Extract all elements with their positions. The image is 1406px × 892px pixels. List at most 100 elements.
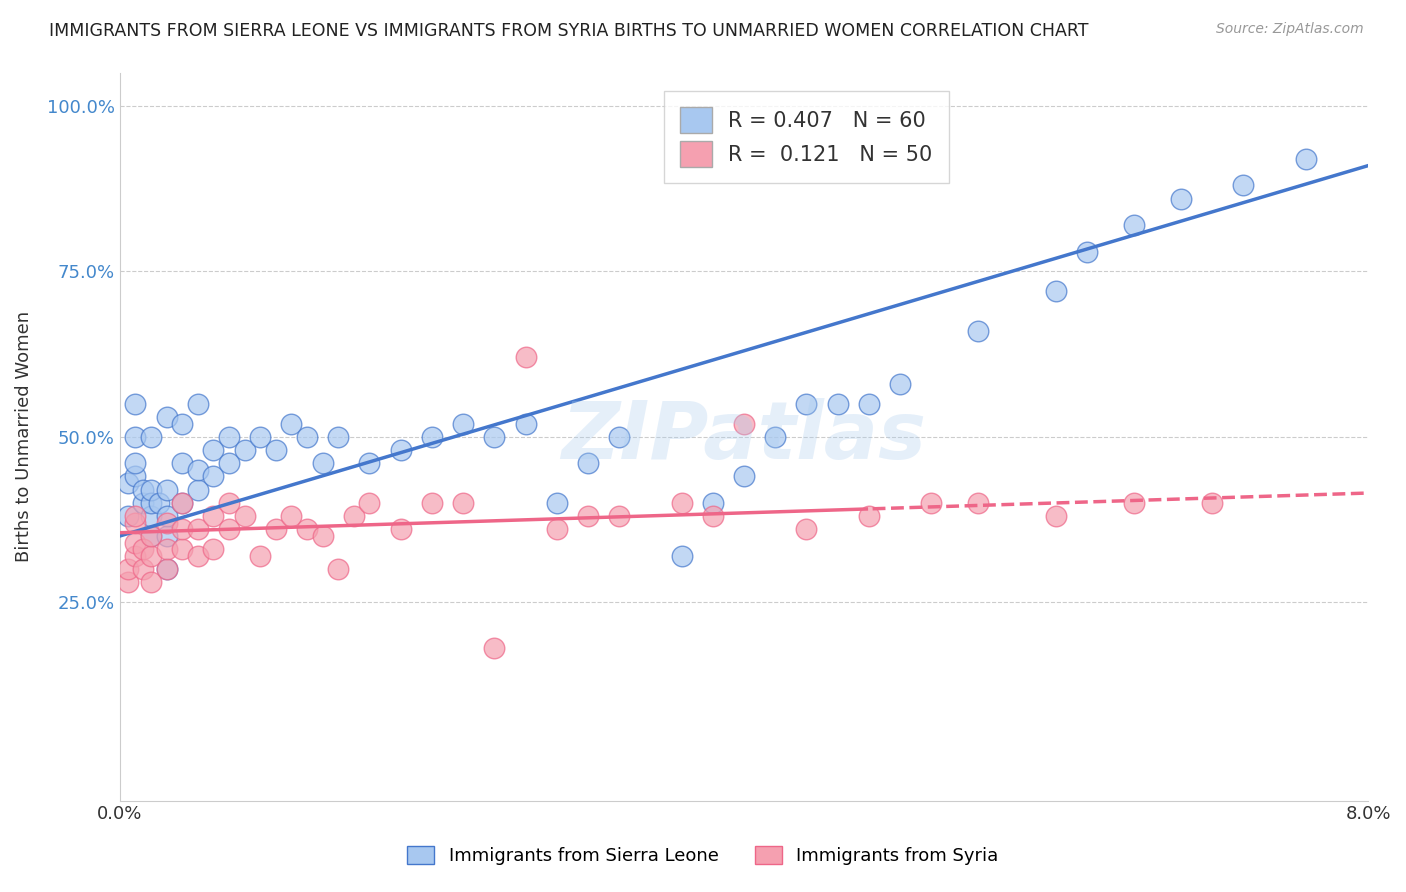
Point: [1232, 178, 1254, 193]
Point: [359, 456, 381, 470]
Point: [343, 509, 366, 524]
Point: [1170, 192, 1192, 206]
Point: [132, 562, 155, 576]
Point: [889, 376, 911, 391]
Text: Source: ZipAtlas.com: Source: ZipAtlas.com: [1216, 22, 1364, 37]
Point: [187, 549, 209, 563]
Point: [389, 523, 412, 537]
Y-axis label: Births to Unmarried Women: Births to Unmarried Women: [15, 311, 32, 562]
Point: [172, 456, 194, 470]
Point: [233, 443, 256, 458]
Point: [576, 509, 599, 524]
Point: [187, 463, 209, 477]
Point: [1201, 496, 1223, 510]
Point: [763, 430, 786, 444]
Text: IMMIGRANTS FROM SIERRA LEONE VS IMMIGRANTS FROM SYRIA BIRTHS TO UNMARRIED WOMEN : IMMIGRANTS FROM SIERRA LEONE VS IMMIGRAN…: [49, 22, 1088, 40]
Point: [117, 476, 139, 491]
Point: [117, 562, 139, 576]
Point: [920, 496, 942, 510]
Point: [172, 496, 194, 510]
Point: [1045, 509, 1067, 524]
Point: [155, 542, 177, 557]
Point: [546, 523, 568, 537]
Point: [139, 575, 162, 590]
Point: [515, 417, 537, 431]
Point: [451, 496, 474, 510]
Point: [264, 443, 287, 458]
Point: [187, 523, 209, 537]
Point: [218, 496, 240, 510]
Point: [311, 456, 333, 470]
Point: [124, 469, 146, 483]
Point: [1076, 244, 1098, 259]
Legend: Immigrants from Sierra Leone, Immigrants from Syria: Immigrants from Sierra Leone, Immigrants…: [398, 837, 1008, 874]
Point: [1045, 285, 1067, 299]
Point: [359, 496, 381, 510]
Point: [172, 542, 194, 557]
Point: [671, 496, 693, 510]
Point: [124, 509, 146, 524]
Point: [858, 509, 880, 524]
Point: [155, 409, 177, 424]
Point: [1123, 218, 1146, 232]
Point: [967, 496, 990, 510]
Point: [124, 430, 146, 444]
Point: [155, 562, 177, 576]
Point: [1123, 496, 1146, 510]
Point: [132, 483, 155, 497]
Point: [264, 523, 287, 537]
Point: [389, 443, 412, 458]
Point: [139, 496, 162, 510]
Point: [139, 430, 162, 444]
Point: [124, 397, 146, 411]
Point: [484, 430, 506, 444]
Point: [155, 529, 177, 543]
Point: [155, 562, 177, 576]
Point: [124, 535, 146, 549]
Point: [117, 575, 139, 590]
Point: [607, 509, 630, 524]
Point: [172, 417, 194, 431]
Point: [218, 430, 240, 444]
Point: [311, 529, 333, 543]
Point: [967, 324, 990, 338]
Point: [117, 509, 139, 524]
Point: [733, 469, 755, 483]
Point: [124, 456, 146, 470]
Point: [295, 523, 318, 537]
Point: [249, 430, 271, 444]
Point: [733, 417, 755, 431]
Point: [671, 549, 693, 563]
Text: ZIPatlas: ZIPatlas: [561, 398, 927, 475]
Point: [124, 549, 146, 563]
Point: [139, 509, 162, 524]
Point: [702, 509, 724, 524]
Point: [546, 496, 568, 510]
Point: [218, 456, 240, 470]
Point: [796, 397, 818, 411]
Point: [139, 529, 162, 543]
Point: [295, 430, 318, 444]
Point: [187, 483, 209, 497]
Point: [420, 496, 443, 510]
Point: [796, 523, 818, 537]
Point: [1295, 152, 1317, 166]
Point: [827, 397, 849, 411]
Point: [280, 417, 302, 431]
Point: [202, 443, 225, 458]
Point: [328, 562, 350, 576]
Point: [515, 351, 537, 365]
Point: [124, 516, 146, 530]
Point: [139, 529, 162, 543]
Point: [148, 496, 170, 510]
Point: [484, 641, 506, 656]
Point: [576, 456, 599, 470]
Point: [139, 483, 162, 497]
Point: [132, 542, 155, 557]
Point: [202, 509, 225, 524]
Point: [607, 430, 630, 444]
Point: [172, 496, 194, 510]
Point: [155, 483, 177, 497]
Point: [328, 430, 350, 444]
Point: [155, 516, 177, 530]
